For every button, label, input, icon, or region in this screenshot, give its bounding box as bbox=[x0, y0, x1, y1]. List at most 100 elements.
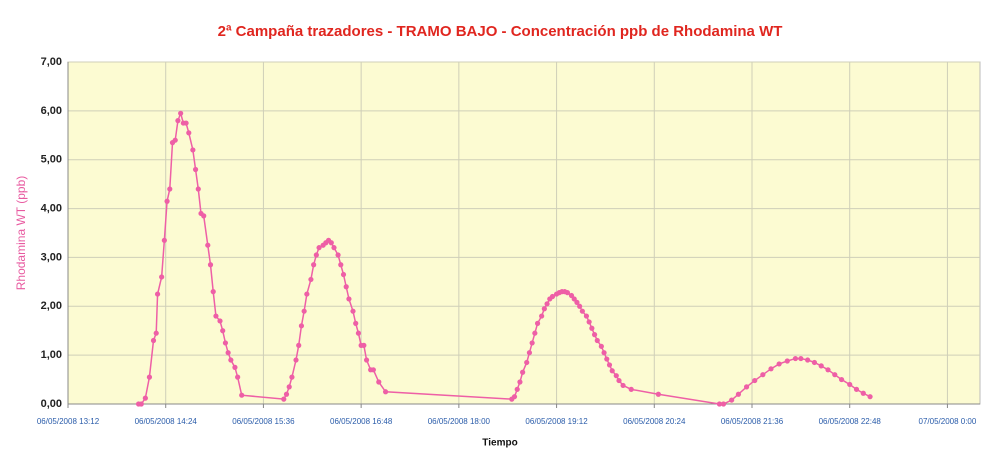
data-point bbox=[159, 274, 165, 280]
data-point bbox=[172, 137, 178, 143]
data-point bbox=[146, 374, 153, 380]
y-tick-label: 1,00 bbox=[41, 349, 62, 361]
data-point bbox=[225, 350, 231, 356]
data-point bbox=[207, 262, 214, 268]
data-point bbox=[805, 357, 811, 363]
data-point bbox=[192, 166, 199, 173]
data-point bbox=[335, 252, 341, 258]
data-point bbox=[784, 358, 790, 364]
data-point bbox=[283, 391, 290, 397]
x-axis-label: Tiempo bbox=[482, 438, 517, 449]
data-point bbox=[296, 342, 302, 348]
data-point bbox=[363, 357, 370, 363]
data-point bbox=[579, 308, 585, 314]
data-point bbox=[534, 320, 541, 326]
chart-title: 2ª Campaña trazadores - TRAMO BAJO - Con… bbox=[218, 23, 783, 40]
x-tick-label: 06/05/2008 13:12 bbox=[37, 417, 100, 426]
y-tick-label: 0,00 bbox=[41, 398, 62, 410]
data-point bbox=[768, 366, 774, 372]
plot-area bbox=[67, 61, 981, 405]
data-point bbox=[338, 262, 344, 268]
data-point bbox=[620, 382, 626, 389]
data-point bbox=[293, 357, 299, 363]
data-point bbox=[311, 262, 317, 268]
data-point bbox=[577, 303, 583, 309]
data-point bbox=[316, 245, 322, 251]
data-point bbox=[511, 394, 518, 400]
data-point bbox=[154, 291, 161, 297]
data-point bbox=[301, 308, 307, 314]
data-point bbox=[239, 392, 245, 398]
data-point bbox=[201, 213, 207, 219]
data-point bbox=[760, 372, 766, 378]
data-point bbox=[583, 313, 590, 319]
data-point bbox=[838, 376, 845, 383]
data-point bbox=[340, 271, 347, 278]
data-point bbox=[161, 237, 167, 243]
data-point bbox=[517, 379, 523, 385]
data-point bbox=[825, 367, 831, 373]
data-point bbox=[286, 384, 292, 390]
data-point bbox=[186, 130, 192, 136]
data-point bbox=[655, 391, 661, 397]
x-tick-label: 06/05/2008 15:36 bbox=[232, 417, 295, 426]
data-point bbox=[591, 332, 598, 338]
data-point bbox=[613, 373, 619, 379]
data-point bbox=[735, 391, 742, 397]
data-point bbox=[228, 357, 234, 363]
x-tick-label: 06/05/2008 19:12 bbox=[525, 417, 588, 426]
data-point bbox=[313, 252, 319, 258]
data-point bbox=[529, 340, 535, 346]
data-point bbox=[574, 299, 580, 305]
data-point bbox=[729, 397, 735, 403]
data-point bbox=[353, 320, 359, 326]
data-point bbox=[811, 359, 818, 366]
x-tick-label: 06/05/2008 18:00 bbox=[428, 417, 491, 426]
data-point bbox=[564, 290, 571, 296]
data-point bbox=[350, 308, 356, 314]
data-point bbox=[743, 384, 750, 390]
data-point bbox=[190, 147, 196, 153]
data-point bbox=[541, 306, 547, 312]
data-point bbox=[586, 319, 592, 325]
data-point bbox=[832, 372, 838, 378]
data-point bbox=[355, 330, 362, 336]
data-point bbox=[220, 328, 226, 334]
data-point bbox=[164, 198, 170, 204]
data-point bbox=[343, 284, 349, 290]
data-point bbox=[382, 389, 389, 395]
data-point bbox=[142, 395, 148, 401]
data-point bbox=[818, 363, 824, 369]
data-point bbox=[289, 374, 295, 380]
data-point bbox=[594, 337, 600, 344]
data-point bbox=[361, 342, 367, 348]
data-point bbox=[281, 396, 287, 402]
data-point bbox=[544, 301, 550, 307]
data-point bbox=[178, 110, 184, 116]
data-point bbox=[150, 337, 157, 344]
data-point bbox=[606, 362, 613, 368]
data-point bbox=[549, 293, 556, 300]
y-axis-label: Rhodamina WT (ppb) bbox=[14, 176, 28, 291]
data-point bbox=[628, 386, 634, 392]
x-tick-label: 06/05/2008 21:36 bbox=[721, 417, 784, 426]
data-point bbox=[514, 386, 520, 392]
data-point bbox=[304, 291, 310, 297]
x-tick-label: 06/05/2008 16:48 bbox=[330, 417, 393, 426]
data-point bbox=[298, 323, 305, 329]
x-tick-label: 06/05/2008 14:24 bbox=[135, 417, 198, 426]
data-point bbox=[526, 350, 533, 356]
data-point bbox=[217, 318, 223, 324]
data-point bbox=[601, 350, 607, 356]
y-tick-label: 7,00 bbox=[41, 56, 62, 68]
data-point bbox=[331, 245, 337, 251]
data-point bbox=[798, 355, 804, 362]
data-point bbox=[752, 377, 758, 384]
data-point bbox=[232, 364, 238, 370]
data-point bbox=[138, 401, 144, 407]
data-point bbox=[520, 369, 526, 375]
data-point bbox=[776, 361, 782, 367]
data-point bbox=[847, 381, 853, 388]
data-point bbox=[370, 367, 376, 373]
